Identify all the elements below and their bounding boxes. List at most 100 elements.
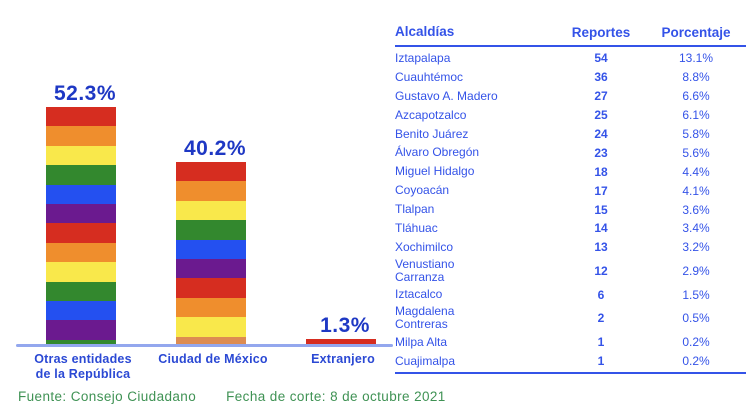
table-row: Álvaro Obregón 23 5.6%: [395, 143, 746, 162]
red-stripe: [176, 162, 246, 182]
cell-alcaldia: Xochimilco: [395, 239, 454, 254]
table-row: Tláhuac 14 3.4%: [395, 219, 746, 238]
red-stripe: [46, 107, 116, 127]
cell-reportes: 23: [594, 145, 608, 160]
cell-alcaldia: Magdalena Contreras: [395, 304, 455, 332]
cell-porcentaje: 0.5%: [682, 311, 710, 326]
cell-reportes: 13: [594, 240, 608, 255]
cell-alcaldia: Tlalpan: [395, 202, 435, 217]
cell-reportes: 2: [597, 311, 605, 326]
table-row: Coyoacán 17 4.1%: [395, 181, 746, 200]
table-row: Milpa Alta 1 0.2%: [395, 333, 746, 352]
table-row: Xochimilco 13 3.2%: [395, 238, 746, 257]
blue-stripe: [46, 184, 116, 204]
yellow-stripe: [176, 317, 246, 337]
cell-reportes: 14: [594, 221, 608, 236]
yellow-stripe: [46, 145, 116, 166]
table-row: Magdalena Contreras 2 0.5%: [395, 304, 746, 333]
purple-stripe: [46, 203, 116, 224]
cell-alcaldia: Azcapotzalco: [395, 107, 467, 122]
cell-porcentaje: 4.4%: [682, 164, 710, 179]
bar-chart: 52.3% 40.2% 1.3% Otras entidades de la Rep…: [16, 82, 393, 381]
cell-porcentaje: 0.2%: [682, 335, 710, 350]
cell-reportes: 24: [594, 127, 608, 141]
bar-value-label-3: 1.3%: [320, 314, 370, 338]
orange-stripe: [176, 297, 246, 318]
x-axis-line: [16, 344, 393, 347]
blue-stripe: [176, 239, 246, 260]
green-stripe: [46, 281, 116, 301]
footer: Fuente: Consejo Ciudadano Fecha de corte…: [18, 389, 446, 404]
cell-reportes: 12: [594, 264, 608, 279]
table-row: Azcapotzalco 25 6.1%: [395, 106, 746, 125]
table-header-row: Alcaldías Reportes Porcentaje: [395, 25, 746, 47]
table-row: Venustiano Carranza 12 2.9%: [395, 257, 746, 286]
cell-reportes: 17: [594, 183, 608, 198]
cell-reportes: 1: [597, 335, 605, 350]
cell-porcentaje: 5.6%: [682, 145, 710, 160]
cell-porcentaje: 3.4%: [682, 221, 710, 236]
table-row: Cuauhtémoc 36 8.8%: [395, 68, 746, 87]
orange-stripe: [176, 181, 246, 201]
red-stripe: [46, 223, 116, 243]
cell-alcaldia: Gustavo A. Madero: [395, 88, 498, 103]
cell-alcaldia: Venustiano Carranza: [395, 257, 455, 285]
cell-porcentaje: 3.2%: [682, 240, 710, 255]
table-row: Benito Juárez 24 5.8%: [395, 125, 746, 144]
green-stripe: [46, 165, 116, 185]
bar-2: [176, 162, 246, 345]
bar-1: [46, 107, 116, 345]
orange-stripe: [46, 126, 116, 146]
table-header-alcaldias: Alcaldías: [395, 24, 455, 39]
purple-stripe: [46, 320, 116, 340]
cell-alcaldia: Milpa Alta: [395, 334, 448, 349]
cell-porcentaje: 5.8%: [682, 127, 710, 141]
table-row: Iztapalapa 54 13.1%: [395, 49, 746, 68]
cell-alcaldia: Cuajimalpa: [395, 353, 456, 368]
cell-porcentaje: 6.1%: [682, 108, 710, 123]
table-row: Miguel Hidalgo 18 4.4%: [395, 162, 746, 181]
table-body: Iztapalapa 54 13.1% Cuauhtémoc 36 8.8% Gustavo…: [395, 47, 746, 375]
cell-reportes: 18: [594, 164, 608, 179]
table-row: Gustavo A. Madero 27 6.6%: [395, 87, 746, 106]
cell-porcentaje: 6.6%: [682, 89, 710, 104]
cell-alcaldia: Coyoacán: [395, 183, 450, 198]
reports-table: Alcaldías Reportes Porcentaje Iztapalapa…: [395, 25, 746, 375]
table-header-porcentaje: Porcentaje: [661, 25, 731, 40]
cell-porcentaje: 0.2%: [682, 354, 710, 369]
cell-alcaldia: Benito Juárez: [395, 126, 469, 141]
cell-alcaldia: Iztacalco: [395, 287, 443, 302]
cell-porcentaje: 3.6%: [682, 202, 710, 217]
cell-alcaldia: Álvaro Obregón: [395, 145, 480, 160]
table-row: Tlalpan 15 3.6%: [395, 200, 746, 219]
cutoff-date-note: Fecha de corte: 8 de octubre 2021: [226, 389, 446, 404]
cell-reportes: 54: [594, 51, 608, 66]
cell-alcaldia: Cuauhtémoc: [395, 69, 464, 84]
green-stripe: [46, 339, 116, 345]
source-note: Fuente: Consejo Ciudadano: [18, 389, 197, 404]
cell-porcentaje: 8.8%: [682, 70, 710, 85]
cell-reportes: 27: [594, 89, 608, 104]
cell-alcaldia: Iztapalapa: [395, 50, 451, 65]
cell-alcaldia: Miguel Hidalgo: [395, 164, 475, 179]
yellow-stripe: [46, 262, 116, 282]
cell-reportes: 15: [594, 202, 608, 217]
cell-reportes: 6: [597, 287, 605, 302]
bar-value-label-2: 40.2%: [183, 137, 247, 161]
cell-reportes: 25: [594, 108, 608, 123]
cell-porcentaje: 4.1%: [682, 183, 710, 198]
cell-porcentaje: 2.9%: [682, 264, 710, 279]
green-stripe: [176, 220, 246, 240]
table-row: Iztacalco 6 1.5%: [395, 285, 746, 304]
bar-value-label-1: 52.3%: [53, 82, 117, 106]
category-label-1: Otras entidades de la República: [34, 352, 132, 381]
bar-3: [306, 339, 376, 345]
red-stripe: [176, 278, 246, 298]
cell-reportes: 1: [597, 354, 605, 369]
yellow-stripe: [176, 200, 246, 221]
purple-stripe: [176, 259, 246, 279]
table-header-reportes: Reportes: [571, 25, 631, 40]
red-stripe: [306, 339, 376, 345]
cell-porcentaje: 13.1%: [678, 51, 714, 66]
